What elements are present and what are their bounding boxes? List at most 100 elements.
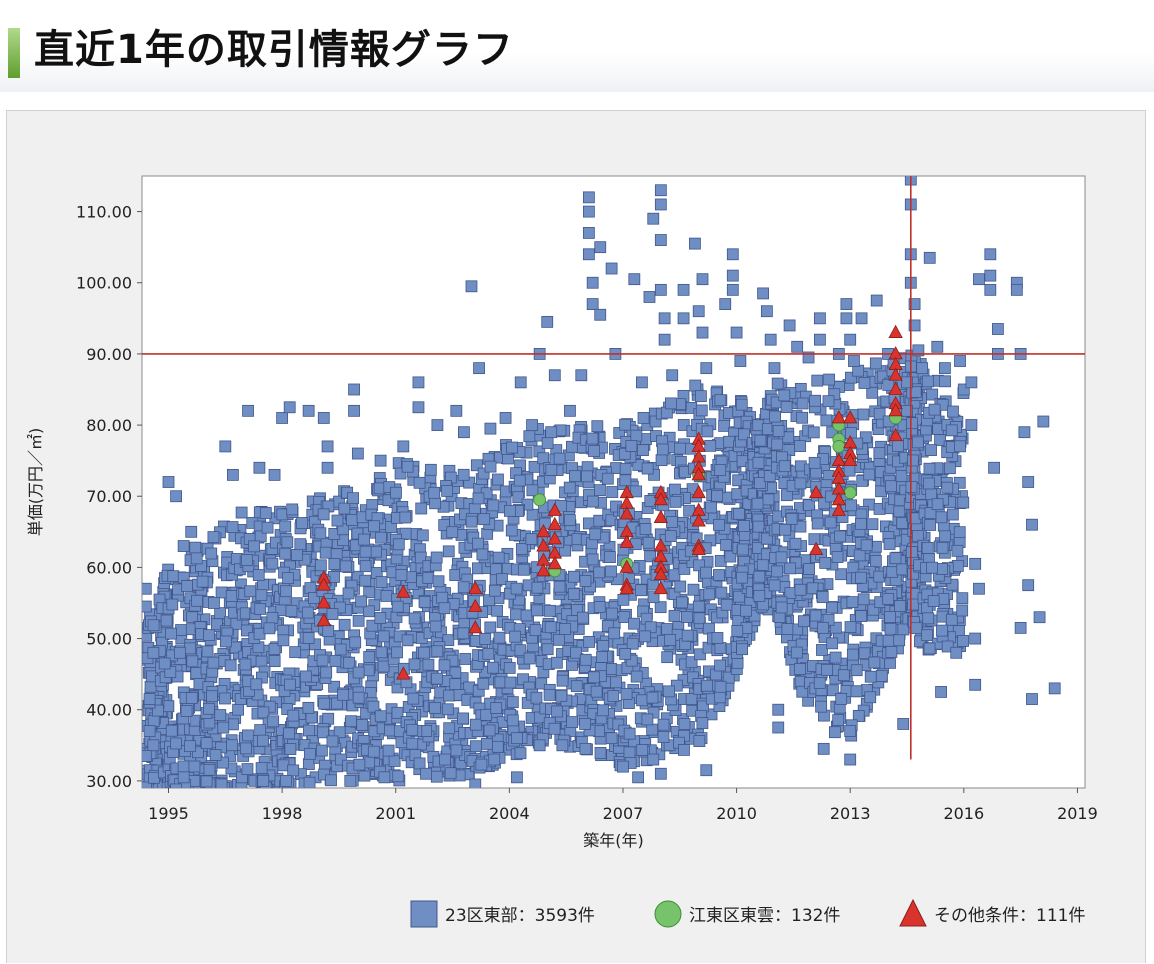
data-point-square xyxy=(363,651,376,663)
data-point-square xyxy=(334,753,347,766)
legend-label: その他条件：111件 xyxy=(934,906,1085,926)
data-point-square xyxy=(689,379,702,392)
data-point-square xyxy=(394,467,407,480)
y-tick-label: 100.00 xyxy=(76,274,132,293)
data-point-square xyxy=(757,287,769,300)
data-point-square xyxy=(923,642,936,655)
legend-marker-triangle xyxy=(899,898,927,927)
data-point-square xyxy=(772,425,785,437)
data-point-square xyxy=(219,692,231,705)
data-point-square xyxy=(586,432,599,445)
data-point-square xyxy=(901,376,913,389)
data-point-square xyxy=(406,737,419,750)
data-point-square xyxy=(544,621,557,634)
data-point-triangle xyxy=(619,580,634,595)
data-point-square xyxy=(548,722,561,735)
data-point-square xyxy=(619,462,632,475)
data-point-square xyxy=(543,604,556,617)
data-point-square xyxy=(668,569,681,582)
data-point-square xyxy=(438,602,451,615)
data-point-square xyxy=(296,517,309,529)
x-tick-label: 2013 xyxy=(830,804,871,823)
data-point-square xyxy=(418,595,431,608)
data-point-square xyxy=(700,362,713,375)
data-point-square xyxy=(720,598,733,611)
data-point-square xyxy=(617,760,629,773)
data-point-square xyxy=(588,445,600,457)
data-point-square xyxy=(869,357,882,370)
data-point-square xyxy=(483,724,496,737)
data-point-square xyxy=(817,742,830,755)
data-point-square xyxy=(945,424,958,437)
data-point-square xyxy=(884,611,896,623)
data-point-square xyxy=(868,656,881,669)
data-point-square xyxy=(714,680,727,693)
data-point-square xyxy=(846,596,859,608)
data-point-square xyxy=(834,530,847,543)
data-point-square xyxy=(647,591,660,604)
data-point-square xyxy=(607,690,620,702)
data-point-triangle xyxy=(547,531,562,545)
data-point-square xyxy=(714,642,727,654)
data-point-square xyxy=(803,499,815,512)
legend-marker-circle xyxy=(654,900,682,928)
data-point-square xyxy=(475,758,488,771)
data-point-triangle xyxy=(691,541,706,556)
data-point-triangle xyxy=(653,491,669,506)
data-point-square xyxy=(775,551,788,564)
data-point-square xyxy=(491,604,503,617)
data-point-square xyxy=(704,439,717,452)
chart-panel: 30.00 40.00 50.00 60.00 70.00 80.00 90.00 100.0… xyxy=(6,110,1146,963)
data-point-square xyxy=(901,404,913,417)
data-point-square xyxy=(808,456,821,469)
data-point-square xyxy=(418,646,430,659)
data-point-square xyxy=(450,404,463,417)
data-point-square xyxy=(642,536,655,549)
data-point-square xyxy=(162,476,175,488)
data-point-square xyxy=(954,440,966,453)
data-point-square xyxy=(517,563,530,576)
data-point-square xyxy=(772,721,785,734)
data-point-square xyxy=(593,601,606,613)
data-point-square xyxy=(284,743,297,755)
data-point-square xyxy=(677,419,690,431)
data-point-square xyxy=(214,607,227,620)
data-point-square xyxy=(619,474,632,487)
data-point-square xyxy=(347,492,359,505)
data-point-square xyxy=(283,727,295,740)
data-point-square xyxy=(714,659,726,672)
data-point-square xyxy=(856,474,869,487)
data-point-square xyxy=(738,520,750,532)
data-point-square xyxy=(391,706,404,719)
data-point-square xyxy=(346,514,358,526)
x-tick-label: 2004 xyxy=(489,804,530,823)
data-point-square xyxy=(583,635,596,648)
data-point-square xyxy=(809,609,822,622)
data-point-square xyxy=(866,386,879,399)
data-point-triangle xyxy=(888,324,903,338)
data-point-square xyxy=(147,619,160,632)
data-point-square xyxy=(618,447,631,460)
data-point-square xyxy=(348,383,360,396)
y-tick-label: 30.00 xyxy=(86,772,132,791)
data-point-square xyxy=(567,570,580,583)
data-point-square xyxy=(711,632,724,644)
data-point-square xyxy=(923,477,935,490)
legend-label: 江東区東雲：132件 xyxy=(689,906,840,926)
data-point-square xyxy=(794,583,807,596)
data-point-square xyxy=(214,709,227,721)
data-point-circle xyxy=(832,440,846,453)
data-point-square xyxy=(257,578,270,591)
data-point-square xyxy=(1022,579,1035,592)
data-point-square xyxy=(319,546,332,559)
data-point-square xyxy=(939,375,951,388)
data-point-square xyxy=(647,212,660,225)
data-point-triangle xyxy=(653,566,669,580)
data-point-square xyxy=(894,600,906,612)
data-point-square xyxy=(610,676,622,689)
data-point-square xyxy=(731,625,744,637)
data-point-square xyxy=(253,461,266,474)
data-point-square xyxy=(478,513,491,526)
data-point-square xyxy=(806,582,819,595)
data-point-triangle xyxy=(888,367,903,381)
